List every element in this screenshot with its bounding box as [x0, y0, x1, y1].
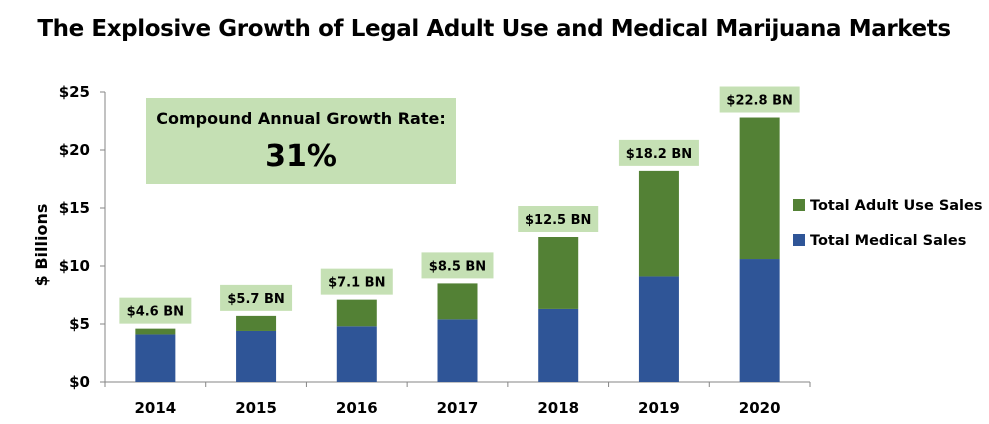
y-axis: $0 $5 $10 $15 $20 $25	[59, 83, 106, 391]
data-labels: $4.6 BN $5.7 BN $7.1 BN $8.5 BN $12.5 BN $18.…	[119, 86, 800, 324]
legend-swatch	[793, 234, 805, 246]
legend: Total Adult Use Sales Total Medical Sales	[793, 198, 983, 249]
data-label-2019: $18.2 BN	[626, 147, 692, 162]
x-axis: 2014 2015 2016 2017 2018 2019 2020	[104, 381, 811, 417]
x-tick-label: 2014	[134, 399, 176, 417]
bar-total-adult-use-sales-2014	[135, 328, 176, 335]
y-tick-label: $0	[69, 373, 90, 391]
data-label-box-2018	[518, 206, 599, 232]
y-tick-label: $5	[69, 315, 90, 333]
y-axis-label: $ Billions	[32, 204, 51, 287]
legend-label: Total Medical Sales	[810, 233, 966, 249]
bar-total-medical-sales-2017	[437, 319, 478, 382]
bar-total-adult-use-sales-2019	[638, 170, 679, 277]
data-label-2017: $8.5 BN	[429, 259, 486, 274]
bar-total-adult-use-sales-2017	[437, 283, 478, 320]
data-label-2020: $22.8 BN	[726, 94, 792, 109]
x-tick-label: 2020	[739, 399, 781, 417]
y-tick-label: $10	[59, 257, 90, 275]
legend-swatch	[793, 199, 805, 211]
cagr-annotation: Compound Annual Growth Rate: 31%	[146, 98, 456, 184]
bar-total-medical-sales-2015	[236, 330, 277, 382]
x-tick-label: 2019	[638, 399, 680, 417]
bar-total-medical-sales-2016	[336, 326, 377, 382]
bar-total-medical-sales-2018	[538, 308, 579, 382]
bar-total-adult-use-sales-2015	[236, 315, 277, 331]
data-label-2018: $12.5 BN	[525, 213, 591, 228]
bar-total-medical-sales-2019	[638, 276, 679, 382]
data-label-box-2014	[119, 297, 192, 324]
chart-title: The Explosive Growth of Legal Adult Use …	[37, 16, 950, 42]
cagr-annotation-box	[146, 98, 456, 184]
data-label-box-2020	[719, 86, 800, 113]
data-label-2015: $5.7 BN	[227, 292, 284, 307]
x-tick-label: 2015	[235, 399, 277, 417]
bars	[135, 117, 780, 382]
x-tick-label: 2017	[437, 399, 479, 417]
bar-total-adult-use-sales-2016	[336, 299, 377, 327]
cagr-label: Compound Annual Growth Rate:	[156, 109, 445, 128]
bar-total-adult-use-sales-2018	[538, 237, 579, 309]
data-label-2016: $7.1 BN	[328, 276, 385, 291]
y-tick-label: $20	[59, 141, 90, 159]
bar-total-medical-sales-2014	[135, 334, 176, 382]
x-tick-label: 2018	[537, 399, 579, 417]
bar-total-adult-use-sales-2020	[739, 117, 780, 260]
data-label-box-2017	[421, 252, 494, 279]
legend-label: Total Adult Use Sales	[810, 198, 983, 214]
y-tick-label: $25	[59, 83, 90, 101]
x-tick-label: 2016	[336, 399, 378, 417]
bar-total-medical-sales-2020	[739, 259, 780, 382]
y-tick-label: $15	[59, 199, 90, 217]
data-label-2014: $4.6 BN	[127, 305, 184, 320]
data-label-box-2019	[618, 139, 699, 166]
cagr-value: 31%	[265, 139, 337, 174]
data-label-box-2015	[220, 284, 293, 311]
data-label-box-2016	[320, 268, 393, 295]
